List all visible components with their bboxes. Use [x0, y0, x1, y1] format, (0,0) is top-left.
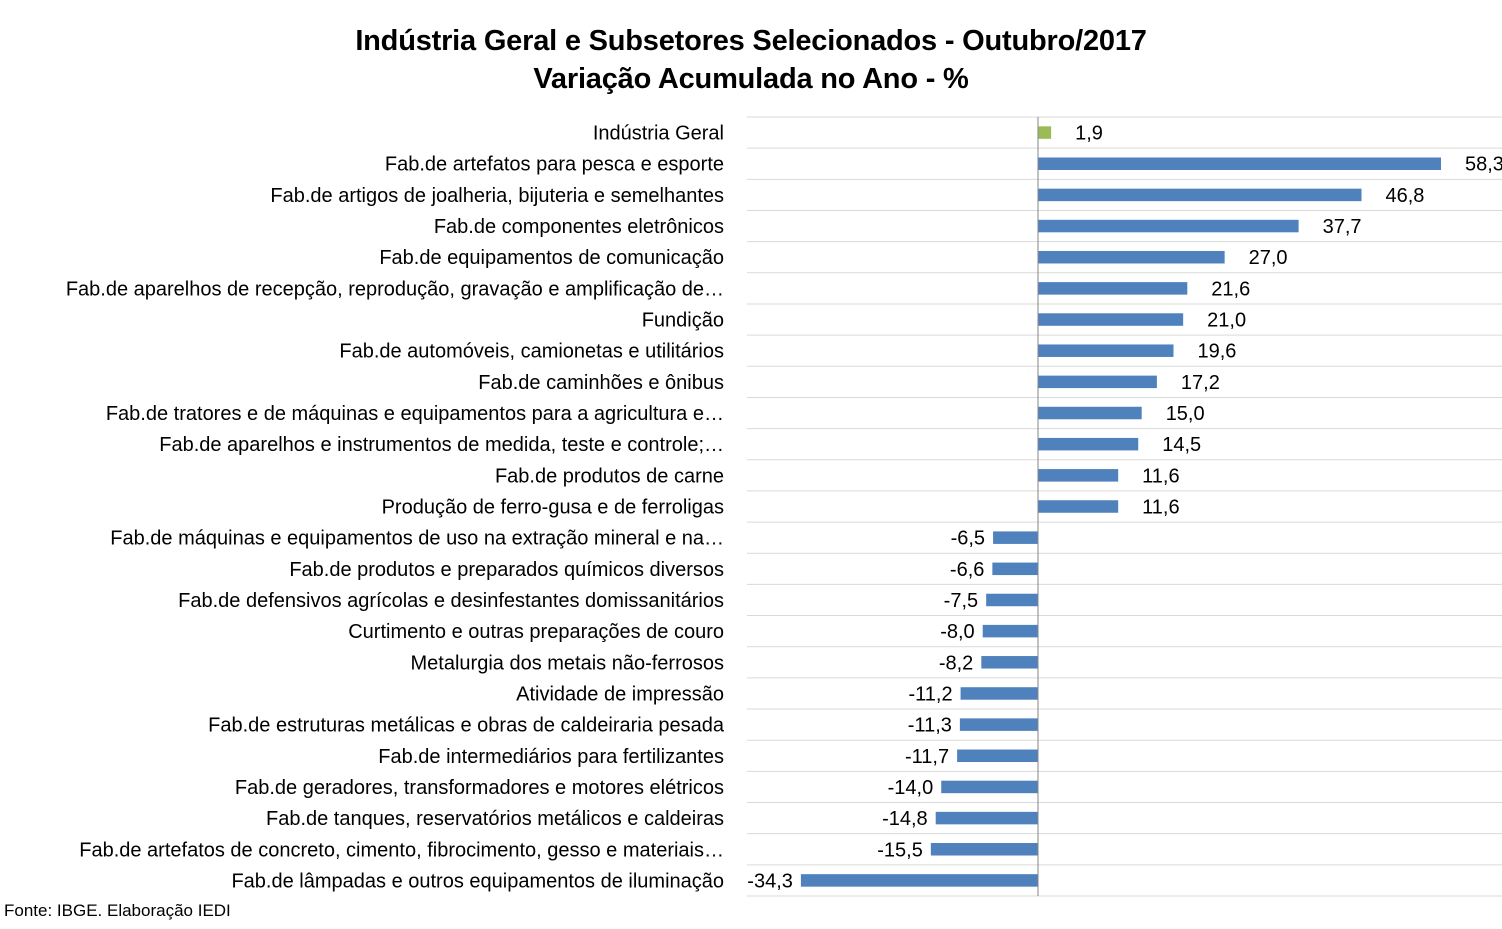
bar-15 [992, 562, 1038, 576]
category-label-2: Fab.de artefatos para pesca e esporte [385, 154, 724, 176]
category-label-12: Fab.de produtos de carne [495, 465, 724, 487]
category-label-7: Fundição [642, 310, 724, 332]
category-label-4: Fab.de componentes eletrônicos [434, 216, 724, 238]
data-label-10: 15,0 [1166, 403, 1205, 425]
category-label-13: Produção de ferro-gusa e de ferroligas [382, 497, 724, 519]
category-label-16: Fab.de defensivos agrícolas e desinfesta… [178, 590, 724, 612]
bar-12 [1038, 469, 1119, 482]
category-label-21: Fab.de intermediários para fertilizantes [378, 746, 724, 768]
bar-6 [1038, 282, 1188, 295]
category-label-6: Fab.de aparelhos de recepção, reprodução… [66, 278, 724, 300]
data-label-3: 46,8 [1386, 185, 1425, 207]
data-label-17: -8,0 [940, 621, 974, 643]
category-label-8: Fab.de automóveis, camionetas e utilitár… [339, 341, 724, 363]
data-label-22: -14,0 [888, 777, 934, 799]
data-label-19: -11,2 [908, 683, 952, 705]
category-label-10: Fab.de tratores e de máquinas e equipame… [106, 403, 724, 425]
source-note: Fonte: IBGE. Elaboração IEDI [4, 901, 231, 920]
data-label-11: 14,5 [1162, 434, 1201, 456]
chart-subtitle: Variação Acumulada no Ano - % [533, 63, 969, 95]
bar-13 [1038, 500, 1119, 513]
bar-21 [957, 749, 1038, 763]
category-label-17: Curtimento e outras preparações de couro [348, 621, 724, 643]
data-label-16: -7,5 [944, 590, 978, 612]
category-label-22: Fab.de geradores, transformadores e moto… [235, 777, 724, 799]
bar-19 [960, 687, 1038, 700]
data-label-24: -15,5 [877, 839, 923, 861]
bar-5 [1038, 250, 1225, 264]
data-label-25: -34,3 [747, 870, 793, 892]
bar-25 [800, 874, 1038, 887]
data-label-2: 58,3 [1465, 154, 1502, 176]
bar-3 [1038, 188, 1362, 202]
bar-9 [1038, 375, 1157, 389]
chart-title-line-1: Indústria Geral e Subsetores Selecionado… [355, 25, 1147, 57]
category-label-3: Fab.de artigos de joalheria, bijuteria e… [270, 185, 724, 207]
category-label-23: Fab.de tanques, reservatórios metálicos … [266, 808, 724, 830]
category-label-20: Fab.de estruturas metálicas e obras de c… [208, 715, 725, 737]
bar-16 [986, 593, 1038, 607]
category-label-11: Fab.de aparelhos e instrumentos de medid… [159, 434, 724, 456]
category-label-5: Fab.de equipamentos de comunicação [379, 247, 724, 269]
category-label-15: Fab.de produtos e preparados químicos di… [289, 559, 724, 581]
category-label-1: Indústria Geral [593, 123, 724, 145]
data-label-18: -8,2 [939, 652, 973, 674]
data-label-7: 21,0 [1207, 310, 1246, 332]
category-label-24: Fab.de artefatos de concreto, cimento, f… [79, 839, 724, 861]
data-label-4: 37,7 [1323, 216, 1362, 238]
data-label-20: -11,3 [908, 715, 952, 737]
bar-11 [1038, 437, 1139, 451]
data-label-14: -6,5 [951, 528, 985, 550]
bar-20 [959, 718, 1038, 731]
bar-4 [1038, 219, 1299, 233]
data-label-12: 11,6 [1142, 465, 1179, 487]
data-label-6: 21,6 [1211, 278, 1250, 300]
data-label-8: 19,6 [1197, 341, 1236, 363]
chart-title: Indústria Geral e Subsetores Selecionado… [0, 22, 1502, 98]
bar-17 [982, 624, 1038, 638]
data-label-21: -11,7 [905, 746, 949, 768]
bar-24 [930, 843, 1038, 856]
bar-1 [1038, 126, 1052, 139]
data-label-15: -6,6 [950, 559, 984, 581]
bar-23 [935, 811, 1038, 825]
bar-14 [993, 531, 1038, 544]
bar-2 [1038, 157, 1441, 170]
bar-22 [941, 780, 1038, 794]
bar-8 [1038, 344, 1174, 357]
data-label-13: 11,6 [1142, 497, 1179, 519]
bar-7 [1038, 313, 1184, 326]
category-label-25: Fab.de lâmpadas e outros equipamentos de… [231, 870, 724, 892]
bar-10 [1038, 406, 1142, 420]
data-label-5: 27,0 [1249, 247, 1288, 269]
data-label-1: 1,9 [1075, 123, 1103, 145]
category-label-9: Fab.de caminhões e ônibus [478, 372, 724, 394]
category-label-18: Metalurgia dos metais não-ferrosos [411, 652, 724, 674]
category-label-14: Fab.de máquinas e equipamentos de uso na… [110, 528, 724, 550]
bar-18 [981, 656, 1038, 669]
category-label-19: Atividade de impressão [516, 683, 724, 705]
data-label-9: 17,2 [1181, 372, 1220, 394]
data-label-23: -14,8 [882, 808, 928, 830]
